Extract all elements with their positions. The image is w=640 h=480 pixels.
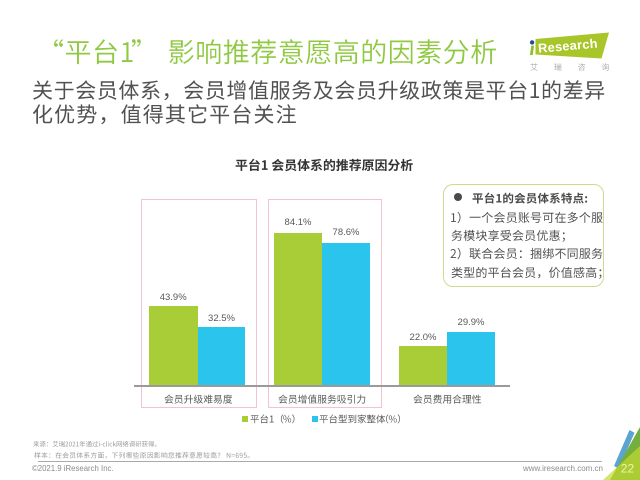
svg-text:22: 22 [621,462,635,476]
svg-text:Research: Research [537,36,598,56]
